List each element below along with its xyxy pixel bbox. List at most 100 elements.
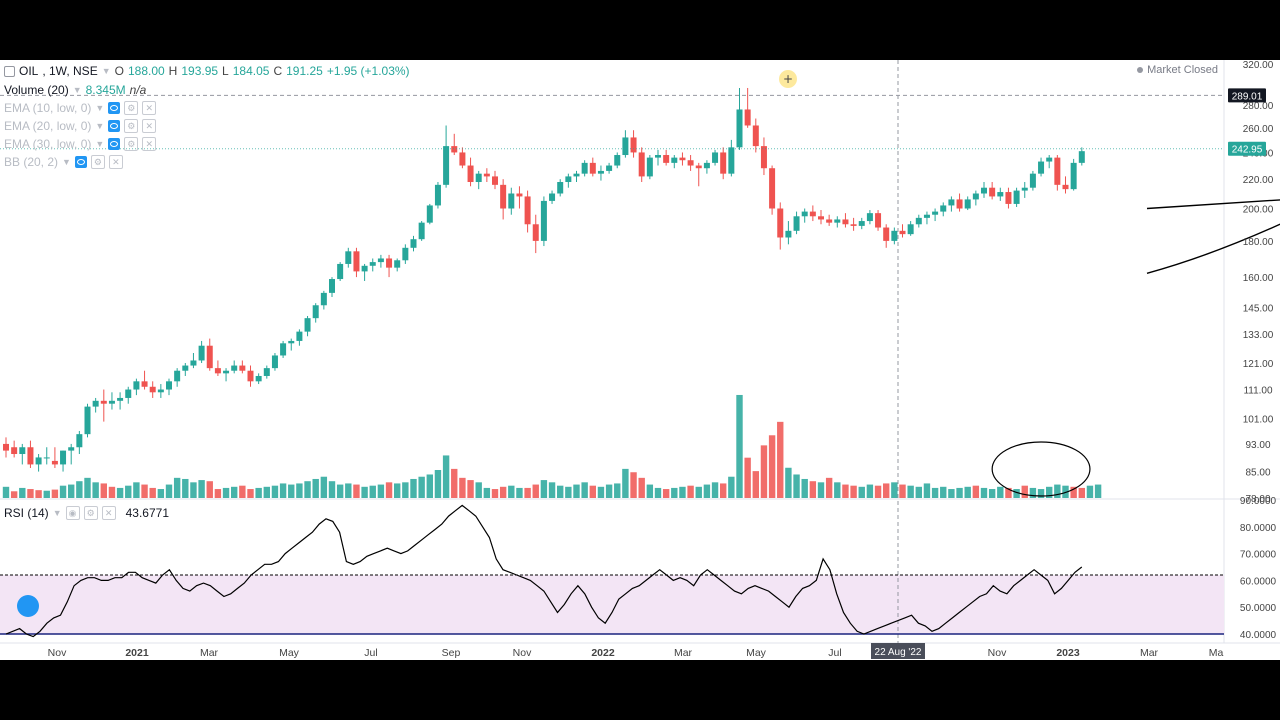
close-icon[interactable]: ✕ bbox=[142, 101, 157, 115]
candle-body bbox=[606, 165, 613, 171]
close-icon[interactable]: ✕ bbox=[142, 137, 157, 151]
candle bbox=[760, 137, 767, 176]
candle-body bbox=[100, 400, 107, 404]
settings-icon[interactable]: ⚙ bbox=[124, 101, 139, 115]
candle-body bbox=[312, 305, 319, 319]
tradingview-logo-icon[interactable] bbox=[17, 595, 39, 617]
candle bbox=[492, 170, 498, 190]
volume-bar bbox=[353, 484, 360, 498]
time-tick-label: Nov bbox=[513, 647, 532, 659]
candle-body bbox=[769, 168, 776, 209]
candle bbox=[891, 227, 898, 245]
volume-bar bbox=[467, 480, 474, 498]
candle-body bbox=[174, 370, 181, 382]
candle bbox=[850, 217, 857, 231]
time-tick-label: Nov bbox=[988, 647, 1007, 659]
candle bbox=[11, 440, 18, 458]
settings-icon[interactable]: ⚙ bbox=[124, 137, 139, 151]
candle bbox=[206, 338, 213, 371]
price-tick-label: 200.00 bbox=[1243, 205, 1274, 216]
candle bbox=[1038, 157, 1045, 177]
chevron-down-icon[interactable]: ▼ bbox=[62, 157, 71, 167]
chevron-down-icon[interactable]: ▼ bbox=[101, 66, 111, 76]
candle-body bbox=[850, 224, 857, 226]
ema10-label[interactable]: EMA (10, low, 0) bbox=[4, 101, 92, 115]
candle-body bbox=[467, 165, 474, 183]
candle bbox=[19, 443, 26, 465]
candle bbox=[655, 149, 661, 166]
candle-body bbox=[687, 160, 694, 166]
candle bbox=[483, 168, 490, 183]
candle bbox=[100, 389, 107, 422]
candle-body bbox=[304, 318, 311, 332]
volume-bar bbox=[508, 485, 515, 498]
volume-bar bbox=[336, 484, 344, 498]
settings-icon[interactable]: ⚙ bbox=[124, 119, 139, 133]
candle-body bbox=[1038, 161, 1045, 174]
ema20-label[interactable]: EMA (20, low, 0) bbox=[4, 119, 92, 133]
candle bbox=[744, 87, 751, 128]
volume-label[interactable]: Volume (20) bbox=[4, 83, 69, 97]
volume-bar bbox=[785, 467, 792, 498]
candle bbox=[198, 340, 205, 364]
volume-bar bbox=[133, 482, 140, 498]
candle bbox=[239, 360, 246, 374]
resistance-trendline bbox=[1146, 199, 1280, 210]
chevron-down-icon[interactable]: ▼ bbox=[95, 121, 105, 131]
close-icon[interactable]: ✕ bbox=[108, 155, 123, 169]
volume-bar bbox=[1094, 484, 1102, 498]
price-tick-label: 93.00 bbox=[1245, 440, 1270, 451]
time-tick-label: Jul bbox=[364, 647, 377, 659]
candle bbox=[777, 202, 784, 250]
candle bbox=[1054, 155, 1061, 191]
chevron-down-icon[interactable]: ▼ bbox=[72, 85, 82, 95]
settings-icon[interactable]: ⚙ bbox=[90, 155, 105, 169]
candle bbox=[883, 224, 890, 248]
rsi-legend: RSI (14) ▼ ◉ ⚙ ✕ 43.6771 bbox=[4, 506, 169, 520]
candle bbox=[989, 182, 996, 200]
volume-bar bbox=[956, 487, 963, 498]
candle-body bbox=[141, 381, 148, 387]
bb-label[interactable]: BB (20, 2) bbox=[4, 155, 59, 169]
volume-bar bbox=[76, 481, 83, 498]
close-icon[interactable]: ✕ bbox=[142, 119, 157, 133]
eye-icon[interactable]: ◉ bbox=[65, 506, 80, 520]
time-tick-label: Sep bbox=[442, 647, 461, 659]
chevron-down-icon[interactable]: ▼ bbox=[95, 103, 105, 113]
volume-bar bbox=[1046, 486, 1053, 498]
volume-bar bbox=[630, 472, 637, 498]
eye-icon[interactable] bbox=[108, 138, 121, 150]
candle bbox=[646, 155, 653, 180]
ema30-label[interactable]: EMA (30, low, 0) bbox=[4, 137, 92, 151]
volume-bar bbox=[173, 477, 181, 498]
candle-body bbox=[198, 345, 205, 361]
chevron-down-icon[interactable]: ▼ bbox=[52, 508, 62, 518]
chevron-down-icon[interactable]: ▼ bbox=[95, 139, 105, 149]
volume-bar bbox=[1070, 486, 1077, 498]
volume-bar bbox=[1029, 487, 1037, 498]
candle bbox=[712, 149, 719, 166]
eye-icon[interactable] bbox=[74, 156, 87, 168]
rsi-label[interactable]: RSI (14) bbox=[4, 506, 49, 520]
candle bbox=[948, 196, 955, 212]
volume-bar bbox=[361, 486, 368, 498]
collapse-icon[interactable] bbox=[4, 65, 15, 77]
volume-bar bbox=[394, 483, 401, 498]
candle-body bbox=[842, 219, 849, 225]
eye-icon[interactable] bbox=[108, 120, 121, 132]
candle bbox=[304, 315, 311, 337]
volume-bar bbox=[475, 482, 482, 498]
volume-bar bbox=[125, 485, 132, 498]
eye-icon[interactable] bbox=[108, 102, 121, 114]
settings-icon[interactable]: ⚙ bbox=[83, 506, 98, 520]
candle-body bbox=[125, 389, 132, 398]
candle-body bbox=[1054, 157, 1061, 185]
close-icon[interactable]: ✕ bbox=[101, 506, 116, 520]
candle bbox=[475, 170, 482, 190]
chart-canvas[interactable]: 320.00280.00260.00240.00220.00200.00180.… bbox=[0, 60, 1280, 660]
candle bbox=[288, 338, 295, 351]
rsi-value: 43.6771 bbox=[125, 506, 169, 520]
symbol-name[interactable]: OIL bbox=[19, 64, 39, 78]
candle-body bbox=[1005, 192, 1012, 204]
volume-bar bbox=[149, 487, 156, 498]
